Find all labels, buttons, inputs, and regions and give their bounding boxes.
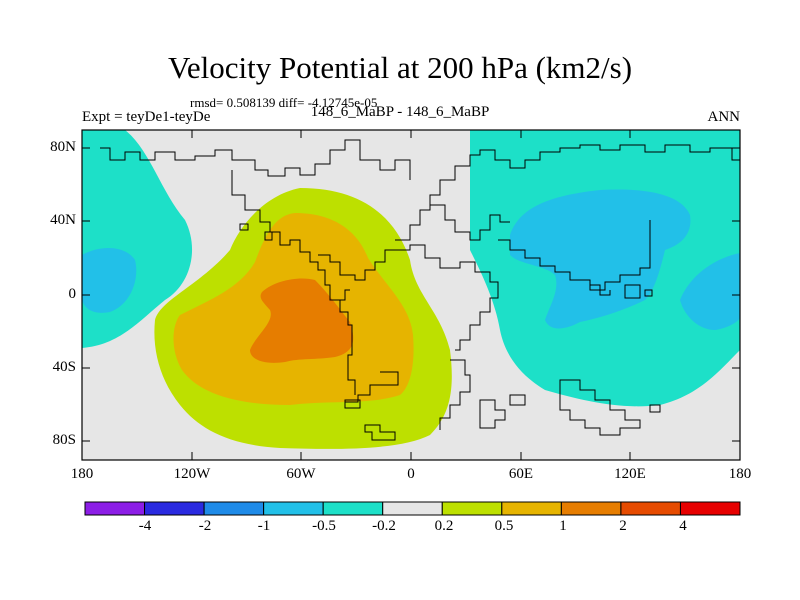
contour-neg-05-east-2 — [680, 253, 740, 330]
colorbar-label: 1 — [559, 518, 567, 534]
stats-text: rmsd= 0.508139 diff= -4.12745e-05 — [190, 95, 378, 110]
colorbar-box — [203, 501, 265, 516]
lon-label: 0 — [407, 466, 415, 482]
colorbar-label: 0.5 — [494, 518, 514, 534]
axis-ticks — [82, 130, 740, 460]
colorbar-label: -4 — [138, 518, 152, 534]
lon-label: 120E — [614, 466, 646, 482]
colorbar-label: 4 — [679, 518, 687, 534]
experiment-label: Expt = teyDe1-teyDe — [82, 109, 211, 125]
colorbar-box — [441, 501, 503, 516]
lat-label: 80S — [52, 432, 76, 448]
contour-neg-05-west — [82, 248, 137, 313]
coastlines — [100, 139, 740, 441]
lon-label: 120W — [173, 466, 211, 482]
colorbar-box — [679, 501, 741, 516]
colorbar-box — [144, 501, 205, 516]
cases-label: 148_6_MaBP - 148_6_MaBP — [310, 104, 490, 120]
lat-label: 40S — [52, 359, 76, 375]
lat-label: 0 — [68, 286, 77, 302]
colorbar-box — [382, 501, 443, 516]
lon-label: 60E — [508, 466, 534, 482]
colorbar-box — [322, 501, 384, 516]
colorbar — [84, 501, 741, 516]
colorbar-label: -0.5 — [312, 518, 336, 534]
colorbar-label: 2 — [619, 518, 627, 534]
lon-label: 60W — [286, 466, 316, 482]
colorbar-label: -1 — [257, 518, 271, 534]
colorbar-label: -2 — [198, 518, 212, 534]
colorbar-box — [560, 501, 622, 516]
lat-label: 80N — [50, 139, 76, 155]
field-contours — [82, 130, 740, 449]
lat-label: 40N — [50, 212, 76, 228]
season-label: ANN — [707, 109, 741, 125]
colorbar-label: -0.2 — [372, 518, 396, 534]
colorbar-box — [84, 501, 146, 516]
lon-label: 180 — [70, 466, 94, 482]
colorbar-label: 0.2 — [434, 518, 454, 534]
map-title: Velocity Potential at 200 hPa (km2/s) — [167, 50, 633, 85]
colorbar-box — [263, 501, 324, 516]
colorbar-box — [501, 501, 562, 516]
colorbar-box — [620, 501, 681, 516]
contour-pos-1 — [250, 278, 354, 363]
lon-label: 180 — [728, 466, 752, 482]
